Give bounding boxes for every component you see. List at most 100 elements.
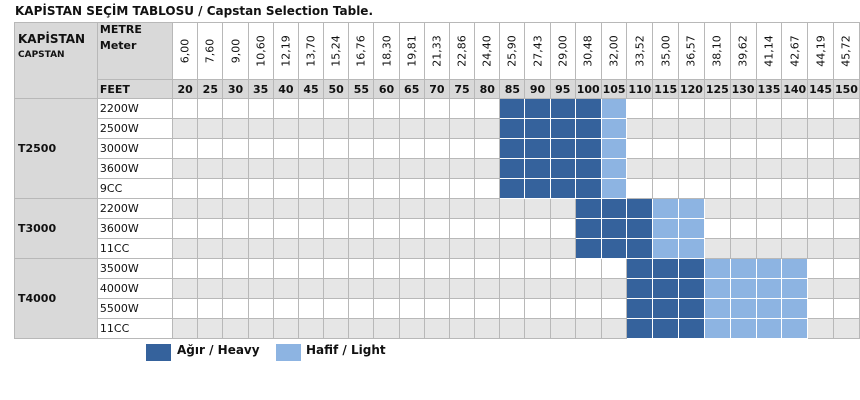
empty-cell	[222, 238, 249, 259]
feet-header-cell: 60	[373, 79, 400, 99]
page-title: KAPİSTAN SEÇİM TABLOSU / Capstan Selecti…	[15, 4, 374, 18]
empty-cell	[323, 178, 350, 199]
light-cell	[781, 278, 809, 299]
empty-cell	[423, 138, 450, 159]
empty-cell	[423, 238, 450, 259]
empty-cell	[247, 178, 274, 199]
meter-value: 16,76	[354, 35, 368, 67]
light-legend-label: Hafif / Light	[306, 343, 386, 357]
heavy-cell	[574, 218, 602, 239]
feet-header-cell: 140	[781, 79, 809, 99]
empty-cell	[373, 158, 400, 179]
empty-cell	[222, 258, 249, 279]
empty-cell	[549, 238, 576, 259]
meter-value: 33,52	[633, 35, 647, 67]
empty-cell	[247, 298, 274, 319]
meter-value: 13,70	[304, 35, 318, 67]
empty-cell	[247, 258, 274, 279]
empty-cell	[807, 118, 834, 139]
empty-cell	[373, 298, 400, 319]
empty-cell	[323, 118, 350, 139]
meter-header-row: KAPİSTAN CAPSTAN METRE Meter 6,00 7,60 9,0…	[14, 22, 860, 99]
empty-cell	[524, 258, 551, 279]
empty-cell	[755, 118, 783, 139]
empty-cell	[652, 158, 680, 179]
empty-cell	[348, 198, 375, 219]
empty-cell	[272, 98, 299, 119]
empty-cell	[348, 178, 375, 199]
heavy-cell	[524, 98, 551, 119]
meter-value: 22,86	[455, 35, 469, 67]
meter-header-cell: 24,40	[474, 22, 501, 80]
meter-value: 21,33	[430, 35, 444, 67]
empty-cell	[348, 258, 375, 279]
empty-cell	[222, 298, 249, 319]
empty-cell	[499, 278, 526, 299]
table-row: T3000 2200W	[14, 198, 860, 259]
empty-cell	[781, 98, 809, 119]
heavy-legend-label: Ağır / Heavy	[177, 343, 260, 357]
empty-cell	[398, 98, 425, 119]
heavy-cell	[626, 198, 654, 219]
empty-cell	[474, 238, 501, 259]
empty-cell	[807, 258, 834, 279]
empty-cell	[272, 318, 299, 339]
empty-cell	[323, 158, 350, 179]
empty-cell	[172, 258, 199, 279]
meter-value: 27,43	[531, 35, 545, 67]
feet-header-cell: 65	[398, 79, 425, 99]
empty-cell	[172, 118, 199, 139]
empty-cell	[222, 278, 249, 299]
feet-header-row: FEET 20 25 30 35 40 45 50 55 60 65 70 75 80 85 90 95 100…	[15, 79, 860, 99]
empty-cell	[807, 238, 834, 259]
empty-cell	[272, 258, 299, 279]
heavy-cell	[499, 118, 526, 139]
empty-cell	[703, 238, 731, 259]
heavy-cell	[549, 118, 576, 139]
empty-cell	[448, 278, 476, 299]
empty-cell	[832, 198, 860, 219]
motor-model-cell: 3600W	[96, 158, 174, 179]
capstan-model-group: T2500	[14, 98, 98, 199]
capstan-model-group: T3000	[14, 198, 98, 259]
feet-header-cell: 30	[222, 79, 249, 99]
empty-cell	[574, 258, 602, 279]
light-cell	[755, 318, 783, 339]
empty-cell	[600, 258, 628, 279]
meter-header-cell: 32,00	[600, 22, 628, 80]
empty-cell	[172, 138, 199, 159]
empty-cell	[652, 98, 680, 119]
empty-cell	[272, 218, 299, 239]
empty-cell	[729, 118, 757, 139]
empty-cell	[499, 258, 526, 279]
table-row: 9CC	[15, 178, 860, 199]
feet-header-cell: 50	[323, 79, 350, 99]
light-cell	[703, 258, 731, 279]
empty-cell	[398, 218, 425, 239]
empty-cell	[448, 98, 476, 119]
empty-cell	[703, 198, 731, 219]
heavy-cell	[678, 318, 705, 339]
light-cell	[755, 298, 783, 319]
heavy-cell	[524, 118, 551, 139]
motor-model-cell: 5500W	[96, 298, 174, 319]
empty-cell	[323, 318, 350, 339]
heavy-cell	[652, 318, 680, 339]
empty-cell	[172, 238, 199, 259]
meter-value: 19,81	[405, 35, 419, 67]
empty-cell	[297, 118, 325, 139]
empty-cell	[807, 298, 834, 319]
light-cell	[703, 278, 731, 299]
empty-cell	[832, 238, 860, 259]
empty-cell	[398, 178, 425, 199]
empty-cell	[574, 298, 602, 319]
feet-header-cell: 55	[348, 79, 375, 99]
heavy-cell	[524, 158, 551, 179]
table-row: 3000W	[15, 138, 860, 159]
empty-cell	[755, 198, 783, 219]
empty-cell	[448, 298, 476, 319]
empty-cell	[247, 218, 274, 239]
meter-value: 12,19	[279, 35, 293, 67]
empty-cell	[524, 318, 551, 339]
empty-cell	[297, 218, 325, 239]
